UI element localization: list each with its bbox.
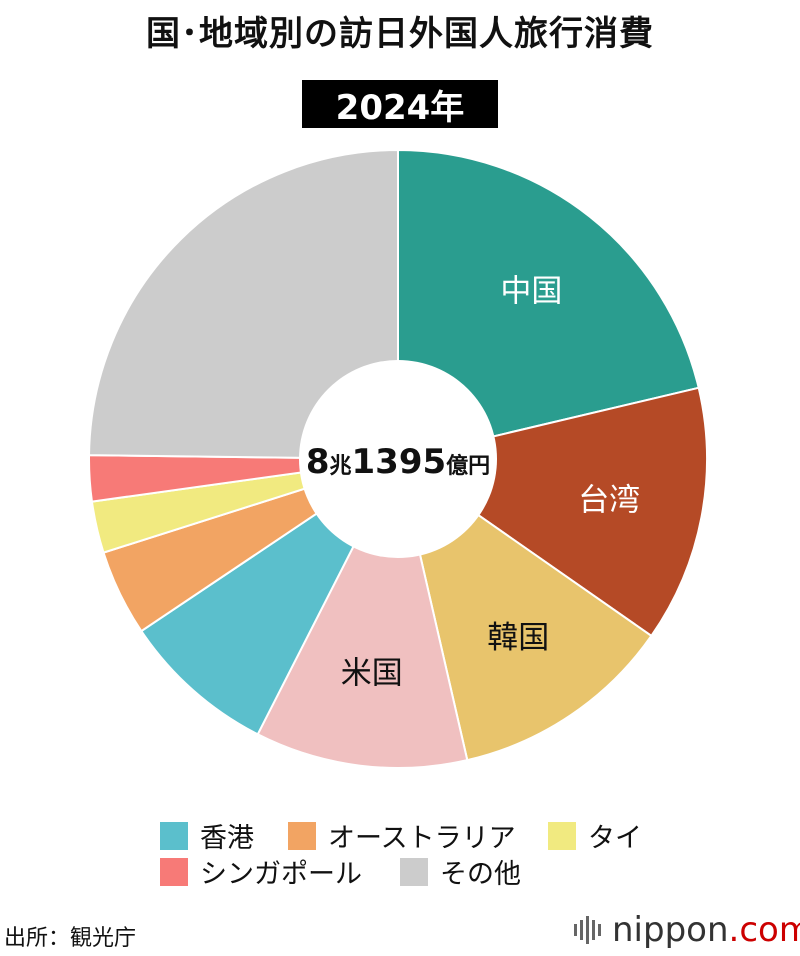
slice-label-2: 韓国 [487,620,549,656]
center-total-unit-2: 億円 [446,453,490,479]
pie-slice-0 [397,148,700,461]
center-total-number-2: 1395 [352,442,447,482]
center-total: 8兆1395億円 [306,442,490,482]
slice-label-3: 米国 [341,655,403,691]
slice-label-0: 中国 [500,273,562,309]
center-total-unit-1: 兆 [330,454,352,479]
chart-title: 国･地域別の訪日外国人旅行消費 [146,14,654,54]
center-total-number-1: 8 [306,442,330,482]
year-badge: 2024年 [302,80,498,128]
pie-slice-8 [88,148,399,461]
brand-bars-icon [574,915,604,945]
source-note: 出所：観光庁 [4,926,137,951]
brand-name: nippon [612,910,729,950]
donut-hole [299,360,497,558]
slice-label-1: 台湾 [578,482,640,518]
brand-suffix: .com [728,910,800,950]
brand-logo: nippon .com [574,910,800,950]
